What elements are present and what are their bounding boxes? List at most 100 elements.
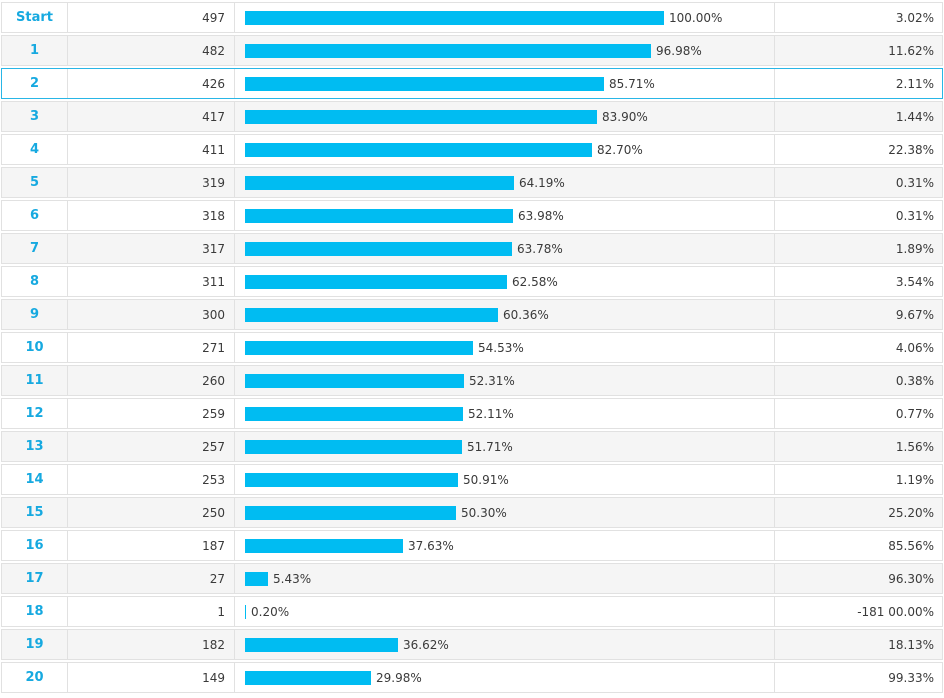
bar-cell: 82.70% [235, 135, 775, 164]
table-row[interactable]: 19 182 36.62% 18.13% [1, 629, 943, 660]
dropoff-rate: 2.11% [895, 76, 934, 91]
step-label[interactable]: 17 [2, 564, 68, 593]
bar-cell: 51.71% [235, 432, 775, 461]
bar-cell: 96.98% [235, 36, 775, 65]
progress-bar [245, 571, 268, 586]
table-row[interactable]: 20 149 29.98% 99.33% [1, 662, 943, 693]
percent-label: 60.36% [503, 307, 549, 322]
progress-bar [245, 307, 498, 322]
table-row[interactable]: 13 257 51.71% 1.56% [1, 431, 943, 462]
table-row[interactable]: 9 300 60.36% 9.67% [1, 299, 943, 330]
step-label[interactable]: 15 [2, 498, 68, 527]
step-label[interactable]: 8 [2, 267, 68, 296]
bar-cell: 36.62% [235, 630, 775, 659]
step-count: 319 [68, 168, 235, 197]
step-label[interactable]: 4 [2, 135, 68, 164]
table-row[interactable]: 3 417 83.90% 1.44% [1, 101, 943, 132]
dropoff-rate: 0.31% [895, 175, 934, 190]
percent-label: 51.71% [467, 439, 513, 454]
dropoff-rate: 85.56% [888, 538, 934, 553]
step-label[interactable]: 2 [2, 69, 68, 98]
bar-cell: 60.36% [235, 300, 775, 329]
step-count: 497 [68, 3, 235, 32]
progress-bar [245, 10, 664, 25]
step-label[interactable]: 6 [2, 201, 68, 230]
step-label[interactable]: 3 [2, 102, 68, 131]
progress-bar [245, 274, 507, 289]
step-label[interactable]: 19 [2, 630, 68, 659]
bar-cell: 37.63% [235, 531, 775, 560]
step-label[interactable]: 16 [2, 531, 68, 560]
step-count: 260 [68, 366, 235, 395]
step-count: 318 [68, 201, 235, 230]
step-label[interactable]: 11 [2, 366, 68, 395]
table-row[interactable]: 5 319 64.19% 0.31% [1, 167, 943, 198]
bar-cell: 83.90% [235, 102, 775, 131]
table-row[interactable]: 1 482 96.98% 11.62% [1, 35, 943, 66]
dropoff-rate: 4.06% [895, 340, 934, 355]
step-label[interactable]: 7 [2, 234, 68, 263]
dropoff-rate: 18.13% [888, 637, 934, 652]
table-row[interactable]: 10 271 54.53% 4.06% [1, 332, 943, 363]
progress-bar [245, 208, 513, 223]
percent-label: 83.90% [602, 109, 648, 124]
step-label[interactable]: 5 [2, 168, 68, 197]
bar-cell: 100.00% [235, 3, 775, 32]
step-label[interactable]: 9 [2, 300, 68, 329]
step-label[interactable]: 1 [2, 36, 68, 65]
step-count: 300 [68, 300, 235, 329]
percent-label: 63.78% [517, 241, 563, 256]
table-row[interactable]: 7 317 63.78% 1.89% [1, 233, 943, 264]
table-row[interactable]: 4 411 82.70% 22.38% [1, 134, 943, 165]
progress-bar [245, 637, 398, 652]
table-row[interactable]: 16 187 37.63% 85.56% [1, 530, 943, 561]
table-row[interactable]: 17 27 5.43% 96.30% [1, 563, 943, 594]
bar-cell: 54.53% [235, 333, 775, 362]
table-row[interactable]: 18 1 0.20% -181 00.00% [1, 596, 943, 627]
table-row[interactable]: 12 259 52.11% 0.77% [1, 398, 943, 429]
step-label[interactable]: 12 [2, 399, 68, 428]
progress-bar [245, 241, 512, 256]
step-count: 417 [68, 102, 235, 131]
step-label[interactable]: 20 [2, 663, 68, 692]
progress-bar [245, 406, 463, 421]
progress-bar [245, 373, 464, 388]
step-label[interactable]: Start [2, 3, 68, 32]
table-row[interactable]: 14 253 50.91% 1.19% [1, 464, 943, 495]
table-row[interactable]: 15 250 50.30% 25.20% [1, 497, 943, 528]
step-label[interactable]: 14 [2, 465, 68, 494]
progress-bar [245, 76, 604, 91]
percent-label: 63.98% [518, 208, 564, 223]
progress-bar [245, 472, 458, 487]
progress-bar [245, 109, 597, 124]
progress-bar [245, 175, 514, 190]
bar-cell: 29.98% [235, 663, 775, 692]
bar-cell: 5.43% [235, 564, 775, 593]
table-row[interactable]: 8 311 62.58% 3.54% [1, 266, 943, 297]
progress-bar [245, 538, 403, 553]
table-row[interactable]: 2 426 85.71% 2.11% [1, 68, 943, 99]
progress-bar [245, 439, 462, 454]
dropoff-rate: 25.20% [888, 505, 934, 520]
percent-label: 62.58% [512, 274, 558, 289]
step-count: 149 [68, 663, 235, 692]
step-count: 259 [68, 399, 235, 428]
percent-label: 100.00% [669, 10, 723, 25]
step-label[interactable]: 10 [2, 333, 68, 362]
bar-cell: 52.31% [235, 366, 775, 395]
step-label[interactable]: 13 [2, 432, 68, 461]
bar-cell: 63.78% [235, 234, 775, 263]
step-count: 311 [68, 267, 235, 296]
dropoff-rate: 0.38% [895, 373, 934, 388]
dropoff-rate: 9.67% [895, 307, 934, 322]
progress-bar [245, 604, 246, 619]
step-count: 253 [68, 465, 235, 494]
table-row[interactable]: Start 497 100.00% 3.02% [1, 2, 943, 33]
percent-label: 50.30% [461, 505, 507, 520]
dropoff-rate: 11.62% [888, 43, 934, 58]
table-row[interactable]: 6 318 63.98% 0.31% [1, 200, 943, 231]
bar-cell: 62.58% [235, 267, 775, 296]
table-row[interactable]: 11 260 52.31% 0.38% [1, 365, 943, 396]
step-label[interactable]: 18 [2, 597, 68, 626]
bar-cell: 64.19% [235, 168, 775, 197]
